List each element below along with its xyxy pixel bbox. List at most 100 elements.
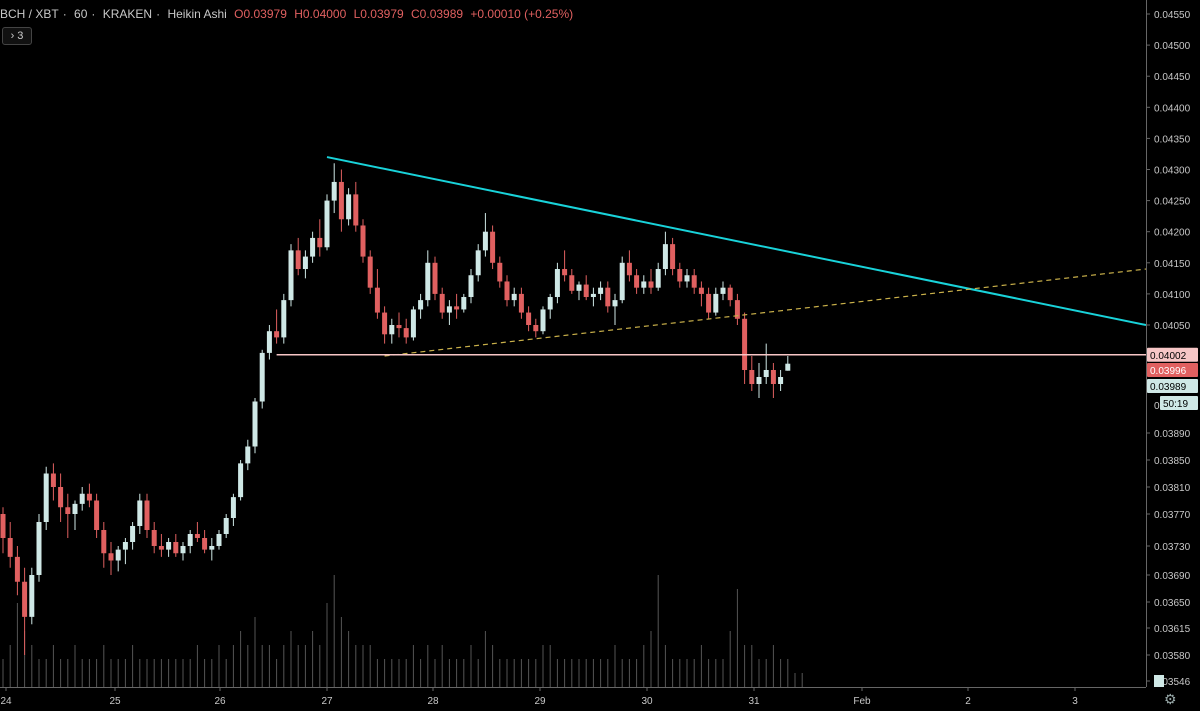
candle-body <box>641 281 647 288</box>
price-ticks: 0.04550 0.04500 0.04450 0.04400 0.04350 0.043… <box>1146 10 1191 687</box>
time-tick-label: 26 <box>214 696 226 707</box>
candle-body <box>698 287 704 294</box>
price-label-text: 50:19 <box>1163 399 1188 410</box>
volume-bar <box>312 631 314 687</box>
candle-body <box>367 256 373 288</box>
volume-bar <box>139 659 141 687</box>
price-tick-label: 0.03690 <box>1154 571 1191 582</box>
candle-body <box>151 530 157 546</box>
volume-bar <box>686 659 688 687</box>
candle-body <box>475 250 481 276</box>
candle-body <box>713 293 719 313</box>
candle-body <box>734 300 740 319</box>
volume-bar <box>427 645 429 687</box>
price-label-bg <box>1147 363 1198 377</box>
price-tick-label: 0.04550 <box>1154 10 1191 21</box>
gear-icon[interactable]: ⚙ <box>1164 691 1177 707</box>
candle-body <box>288 250 294 301</box>
candle-body <box>425 262 431 301</box>
candle-body <box>720 287 726 294</box>
time-tick-label: 3 <box>1072 696 1078 707</box>
volume-bar <box>319 645 321 687</box>
volume-bar <box>614 645 616 687</box>
volume-bar <box>297 645 299 687</box>
time-tick-label: 31 <box>748 696 760 707</box>
volume-bar <box>52 645 54 687</box>
candle-body <box>590 293 596 298</box>
volume-bar <box>182 659 184 687</box>
volume-bar <box>628 659 630 687</box>
price-label-text: 0.03996 <box>1150 366 1187 377</box>
candle-body <box>670 244 676 270</box>
candle-body <box>86 493 92 501</box>
volume-bar <box>160 659 162 687</box>
time-axis[interactable]: 24 25 26 27 28 29 30 31 Feb 2 3 <box>0 687 1146 711</box>
candle-body <box>727 287 733 301</box>
volume-bar <box>463 659 465 687</box>
candle-body <box>115 549 121 561</box>
volume-bar <box>679 659 681 687</box>
volume-bar <box>722 659 724 687</box>
price-axis[interactable]: 0.04550 0.04500 0.04450 0.04400 0.04350 0.043… <box>1146 0 1200 687</box>
volume-bar <box>290 631 292 687</box>
price-label-bg <box>1147 347 1198 362</box>
volume-bar <box>736 589 738 687</box>
candle-body <box>749 370 755 384</box>
candle-series <box>0 163 791 655</box>
volume-bar <box>448 659 450 687</box>
ascending-dashed-trendline[interactable] <box>384 268 1146 357</box>
volume-label-box <box>1154 675 1164 687</box>
volume-bar <box>175 659 177 687</box>
candle-body <box>230 497 236 518</box>
volume-bar <box>81 659 83 687</box>
price-tick-label: 0.04400 <box>1154 103 1191 114</box>
candle-body <box>648 281 654 288</box>
candle-body <box>7 538 13 557</box>
volume-bar <box>103 645 105 687</box>
candle-body <box>173 542 179 554</box>
candle-body <box>706 293 712 313</box>
candle-body <box>634 275 640 288</box>
candle-body <box>36 522 42 575</box>
price-tick-label: 0.04350 <box>1154 134 1191 145</box>
volume-bar <box>564 659 566 687</box>
volume-bar <box>528 659 530 687</box>
candle-body <box>490 231 496 263</box>
volume-bar <box>31 645 33 687</box>
candle-body <box>295 250 301 270</box>
interval-label[interactable]: 60 <box>74 7 88 21</box>
volume-bar <box>204 659 206 687</box>
candle-body <box>612 300 618 307</box>
candle-body <box>281 300 287 338</box>
candle-body <box>187 534 193 546</box>
chart-style-label[interactable]: Heikin Ashi <box>167 7 227 21</box>
volume-bar <box>780 659 782 687</box>
candle-body <box>122 542 128 550</box>
indicators-toggle-button[interactable]: › 3 <box>2 27 32 45</box>
candle-body <box>94 500 100 530</box>
volume-bar <box>38 659 40 687</box>
candle-body <box>14 556 20 582</box>
price-tick-label: 0.03810 <box>1154 483 1191 494</box>
price-chart[interactable] <box>0 0 1146 687</box>
candle-body <box>432 262 438 294</box>
candle-body <box>742 318 748 370</box>
price-tick-label: 0.03770 <box>1154 510 1191 521</box>
volume-bar <box>117 659 119 687</box>
time-tick-label: 27 <box>321 696 333 707</box>
volume-bar <box>578 659 580 687</box>
volume-bar <box>67 659 69 687</box>
symbol-label[interactable]: BCH / XBT <box>0 7 59 21</box>
candle-body <box>353 194 359 226</box>
candle-body <box>655 269 661 288</box>
volume-bar <box>664 645 666 687</box>
volume-bar <box>211 659 213 687</box>
volume-bar <box>585 659 587 687</box>
volume-bar <box>520 659 522 687</box>
candle-body <box>101 530 107 554</box>
ohlc-open: O0.03979 <box>234 7 287 21</box>
candle-body <box>58 487 64 508</box>
descending-trendline[interactable] <box>326 156 1146 326</box>
candle-body <box>547 297 553 310</box>
